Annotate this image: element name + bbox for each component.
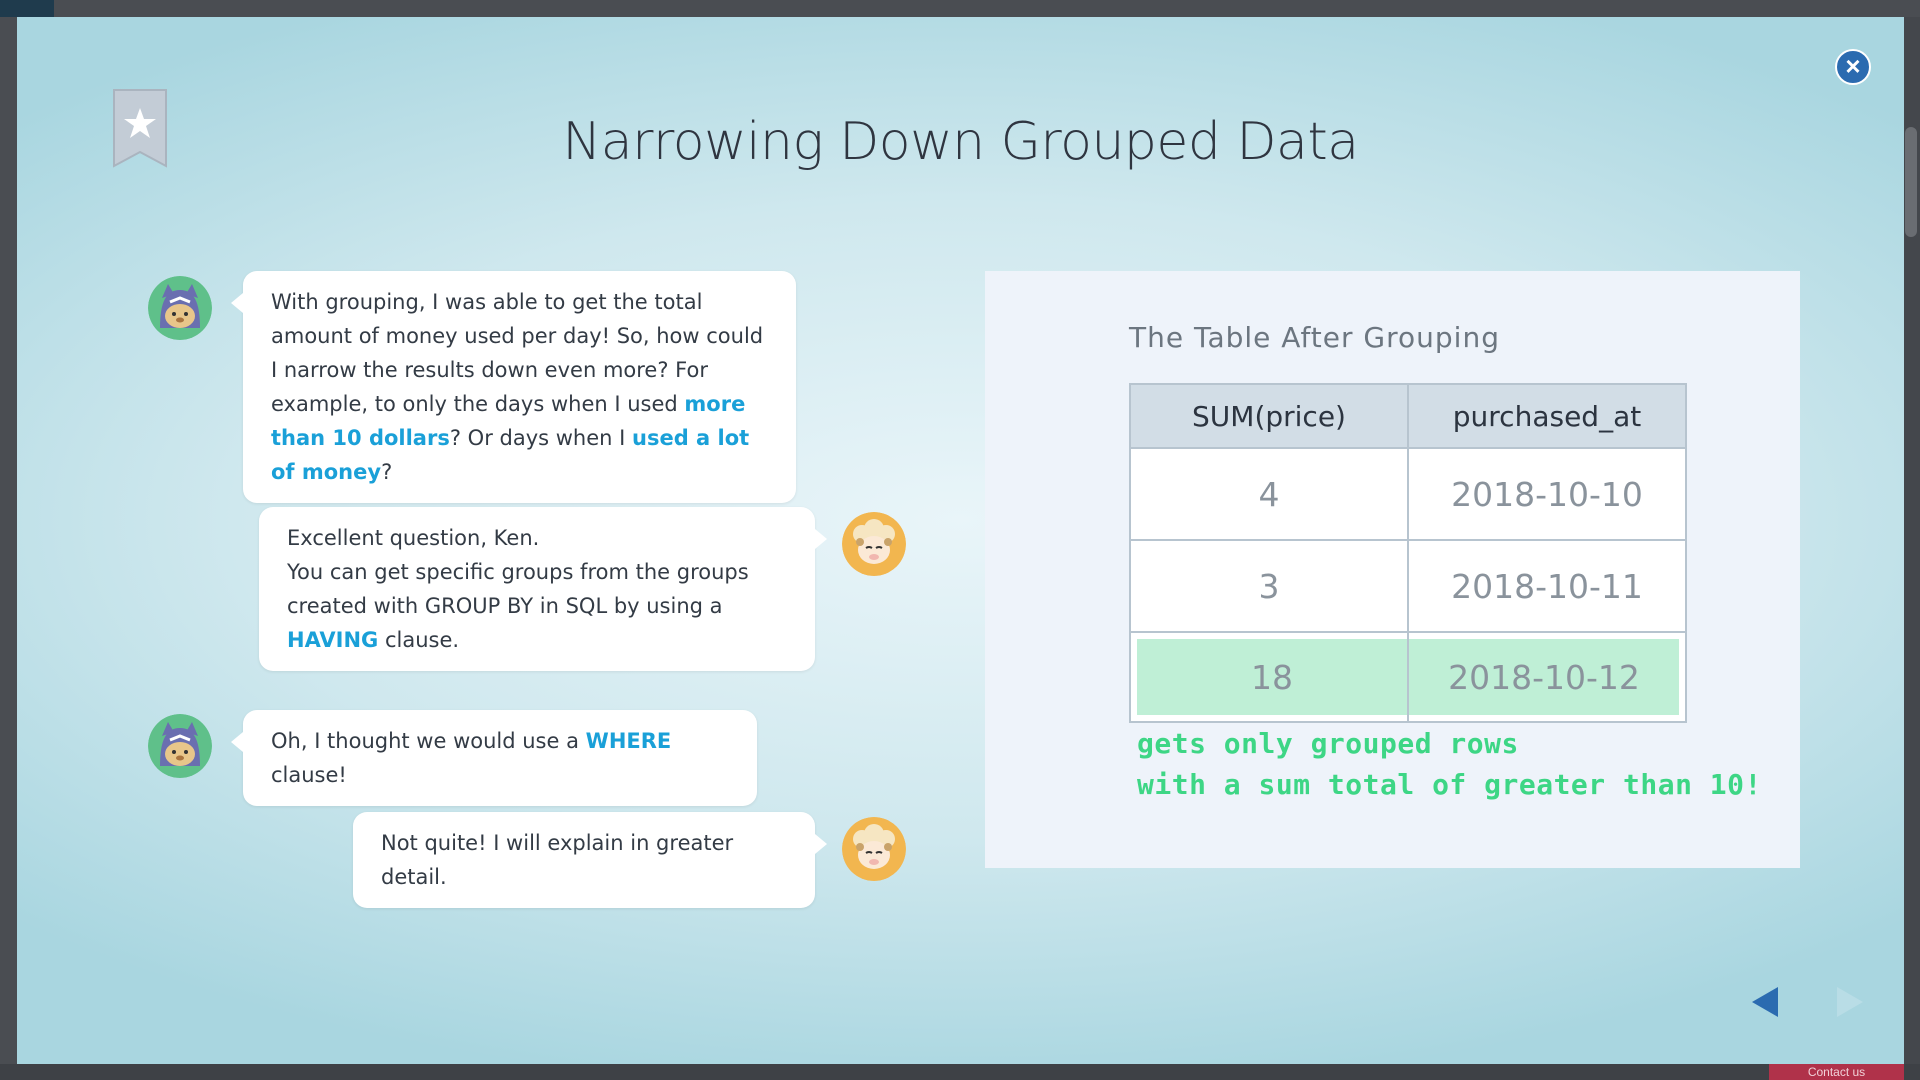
sheep-text: clause. [378,628,460,652]
previous-slide-button[interactable] [1752,987,1778,1017]
slide-modal: × Narrowing Down Grouped Data With group… [17,17,1904,1064]
where-keyword: WHERE [585,729,672,753]
annotation-note: gets only grouped rows with a sum total … [1137,723,1762,805]
ken-text: ? [381,460,393,484]
date-cell: 2018-10-11 [1407,539,1687,633]
bookmark-star-icon [113,89,167,168]
ken-avatar [148,276,212,340]
ken-bubble-2: Oh, I thought we would use a WHERE claus… [231,710,757,806]
sum-cell: 3 [1129,539,1409,633]
bookmark-button[interactable] [112,88,168,168]
note-line: with a sum total of greater than 10! [1137,768,1762,801]
contact-us-button[interactable]: Contact us [1769,1064,1904,1080]
sheep-bubble-1: Excellent question, Ken. You can get spe… [259,507,827,671]
close-button[interactable]: × [1835,49,1871,85]
page-scrollbar[interactable] [1902,17,1920,1064]
panel-title: The Table After Grouping [1129,321,1500,354]
sheep-text: You can get specific groups from the gro… [287,560,749,618]
background-bottom-strip: Contact us [0,1064,1920,1080]
close-icon: × [1845,51,1861,81]
date-cell: 2018-10-10 [1407,447,1687,541]
ken-avatar [148,714,212,778]
next-slide-button[interactable] [1837,987,1863,1017]
column-header: purchased_at [1407,383,1687,449]
ken-highlight: more than 10 dollars [271,392,746,450]
sum-cell: 4 [1129,447,1409,541]
sheep-text: Not quite! I will explain in greater det… [381,831,734,889]
ken-text: Oh, I thought we would use a [271,729,586,753]
table-panel: The Table After Grouping SUM(price) purc… [985,271,1800,868]
scrollbar-thumb[interactable] [1905,127,1917,237]
ken-highlight: used a lot of money [271,426,750,484]
ken-text: clause! [271,763,347,787]
table-row: 3 2018-10-11 [1129,539,1687,633]
ken-text: With grouping, I was able to get the tot… [271,290,764,416]
column-header: SUM(price) [1129,383,1409,449]
background-top-strip [0,0,1920,17]
highlighted-table-row: 18 2018-10-12 [1129,631,1687,723]
note-line: gets only grouped rows [1137,727,1519,760]
sheep-text: Excellent question, Ken. [287,526,540,550]
table-header-row: SUM(price) purchased_at [1129,383,1687,449]
sheep-bubble-2: Not quite! I will explain in greater det… [353,812,827,908]
table-row: 4 2018-10-10 [1129,447,1687,541]
grouped-table: SUM(price) purchased_at 4 2018-10-10 3 2… [1129,383,1687,723]
page-title: Narrowing Down Grouped Data [562,112,1359,172]
sheep-avatar [842,512,906,576]
sum-cell: 18 [1137,639,1407,715]
date-cell: 2018-10-12 [1409,639,1679,715]
ken-bubble-1: With grouping, I was able to get the tot… [231,271,796,503]
sheep-avatar [842,817,906,881]
having-keyword: HAVING [287,628,379,652]
ken-text: ? Or days when I [449,426,633,450]
background-corner [0,0,54,17]
